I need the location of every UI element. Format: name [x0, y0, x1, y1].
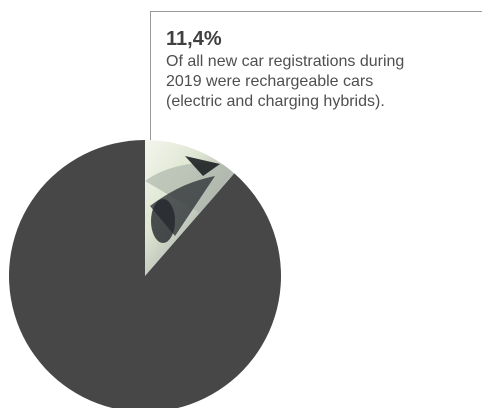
photo-detail: [185, 156, 220, 176]
callout-value: 11,4%: [166, 28, 222, 50]
callout-connector-horizontal: [150, 11, 482, 12]
pie-slice-other: [9, 140, 281, 408]
callout-connector-vertical: [150, 11, 151, 147]
callout: 11,4% Of all new car registrations durin…: [166, 28, 472, 112]
callout-description: Of all new car registrations during 2019…: [166, 53, 405, 110]
photo-detail: [151, 199, 175, 243]
